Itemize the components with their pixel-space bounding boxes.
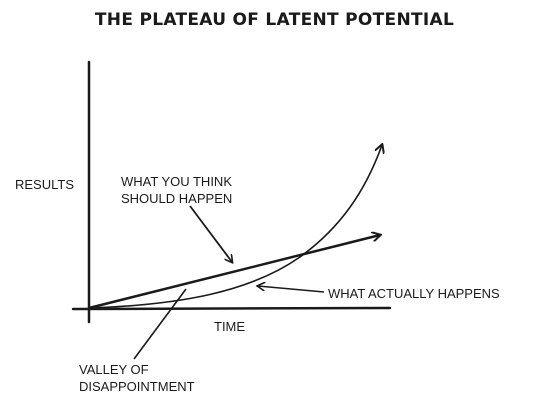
- x-axis: [71, 306, 392, 311]
- x-axis-label: TIME: [214, 319, 246, 334]
- expected-label: WHAT YOU THINK SHOULD HAPPEN: [121, 173, 232, 207]
- expected-label-line-1: WHAT YOU THINK: [121, 174, 232, 189]
- valley-pointer-line: [133, 288, 187, 360]
- diagram-title: THE PLATEAU OF LATENT POTENTIAL: [94, 10, 455, 30]
- y-axis-label: RESULTS: [15, 177, 74, 192]
- valley-label-line-2: DISAPPOINTMENT: [79, 379, 195, 394]
- actual-label: WHAT ACTUALLY HAPPENS: [328, 286, 500, 301]
- valley-label: VALLEY OF DISAPPOINTMENT: [79, 361, 195, 395]
- expected-label-line-2: SHOULD HAPPEN: [121, 191, 233, 206]
- actual-pointer-arrow: [258, 286, 325, 293]
- expected-pointer-arrow: [189, 205, 232, 262]
- actual-growth-curve: [88, 145, 382, 309]
- expected-growth-line: [88, 235, 380, 310]
- valley-label-line-1: VALLEY OF: [79, 362, 149, 377]
